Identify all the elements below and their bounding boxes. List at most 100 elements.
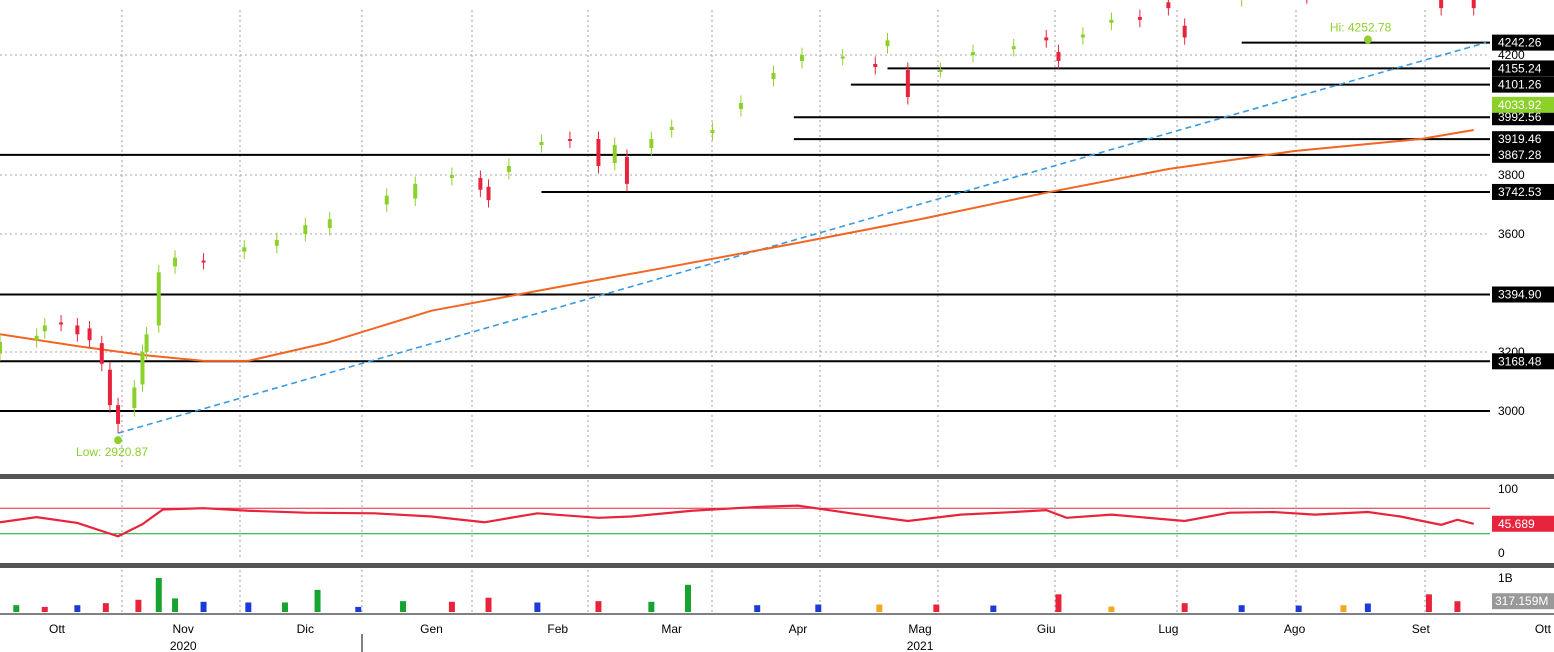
candle (539, 142, 544, 145)
candle (938, 70, 943, 72)
level-label-box (1492, 353, 1554, 370)
x-year-label: 2021 (907, 639, 934, 652)
panel-separator (0, 474, 1554, 479)
level-label-box (1492, 146, 1554, 163)
candle (905, 70, 910, 97)
candle (478, 177, 483, 190)
x-month-label: Nov (173, 622, 194, 636)
candle (1044, 37, 1049, 41)
volume-bar (400, 601, 407, 612)
level-label-box (1492, 60, 1554, 77)
candle (486, 186, 491, 201)
level-label: 3867.28 (1498, 148, 1542, 162)
candle (34, 335, 39, 341)
current-price-box (1492, 96, 1554, 113)
volume-bar (281, 602, 288, 612)
candle (173, 257, 178, 267)
candle (1439, 0, 1444, 9)
level-label: 3168.48 (1498, 354, 1542, 368)
candle (1137, 16, 1142, 20)
candle (1182, 25, 1187, 38)
price-tick-label: 3800 (1498, 168, 1525, 182)
price-tick-label: 4200 (1498, 48, 1525, 62)
candle (87, 328, 92, 341)
panel-separator (0, 563, 1554, 568)
volume-bar (485, 597, 492, 612)
candle (99, 343, 104, 364)
candle (132, 387, 137, 409)
candle (384, 195, 389, 205)
candle (506, 166, 511, 172)
candle (624, 157, 629, 184)
volume-bar (172, 598, 179, 612)
candle (612, 145, 617, 163)
volume-current-label: 317.159M (1495, 594, 1548, 608)
volume-bar (1340, 605, 1347, 612)
candle (710, 130, 715, 133)
candle (1471, 0, 1476, 9)
level-label: 3919.46 (1498, 132, 1542, 146)
level-label: 3992.56 (1498, 110, 1542, 124)
rsi-tick-label: 100 (1498, 482, 1518, 496)
level-label-box (1492, 286, 1554, 303)
x-month-label: Set (1412, 622, 1431, 636)
level-label: 3394.90 (1498, 288, 1542, 302)
candle (1011, 46, 1016, 50)
current-price-label: 4033.92 (1498, 98, 1542, 112)
x-month-label: Ago (1284, 622, 1306, 636)
x-month-label: Mar (661, 622, 682, 636)
volume-bar (102, 603, 109, 612)
candle (649, 139, 654, 148)
candle (303, 225, 308, 234)
candle (1109, 19, 1114, 23)
candle (1166, 2, 1171, 9)
volume-tick-label: 1B (1498, 571, 1513, 585)
volume-bar (155, 578, 162, 612)
volume-bar (245, 602, 252, 612)
volume-current-box (1492, 593, 1554, 610)
level-label: 4155.24 (1498, 61, 1542, 75)
candle (274, 239, 279, 246)
candle (669, 127, 674, 130)
candle (144, 334, 149, 352)
volume-bar (200, 601, 207, 612)
level-label: 4101.26 (1498, 78, 1542, 92)
volume-bar (1295, 605, 1302, 612)
volume-bar (1055, 594, 1062, 612)
volume-bar (534, 602, 541, 612)
candle (0, 341, 2, 354)
price-tick-label: 3000 (1498, 404, 1525, 418)
high-marker (1363, 35, 1372, 44)
x-month-label: Giu (1037, 622, 1056, 636)
candle (885, 40, 890, 47)
high-label: Hi: 4252.78 (1330, 21, 1392, 35)
volume-bar (1454, 601, 1461, 612)
volume-bar (685, 584, 692, 612)
price-tick-label: 3600 (1498, 227, 1525, 241)
candle (413, 183, 418, 199)
x-month-label: Feb (547, 622, 568, 636)
candle (107, 369, 112, 406)
volume-bar (876, 604, 883, 612)
candle (59, 322, 64, 325)
volume-bar (41, 606, 48, 612)
volume-bar (1181, 603, 1188, 612)
volume-bar (314, 589, 321, 612)
level-label-box (1492, 183, 1554, 200)
volume-bar (933, 604, 940, 612)
candle (42, 325, 47, 332)
volume-bar (1238, 605, 1245, 612)
candle (1056, 52, 1061, 61)
x-month-label: Dic (297, 622, 314, 636)
candle (116, 405, 121, 424)
candle (567, 139, 572, 141)
rsi-current-label: 45.689 (1498, 517, 1535, 531)
candle (799, 55, 804, 61)
level-label-box (1492, 34, 1554, 51)
trendline (117, 41, 1487, 434)
x-month-label: Ott (49, 622, 66, 636)
rsi-current-box (1492, 515, 1554, 532)
candle (738, 103, 743, 109)
low-label: Low: 2920.87 (76, 445, 148, 459)
volume-bar (648, 601, 655, 612)
